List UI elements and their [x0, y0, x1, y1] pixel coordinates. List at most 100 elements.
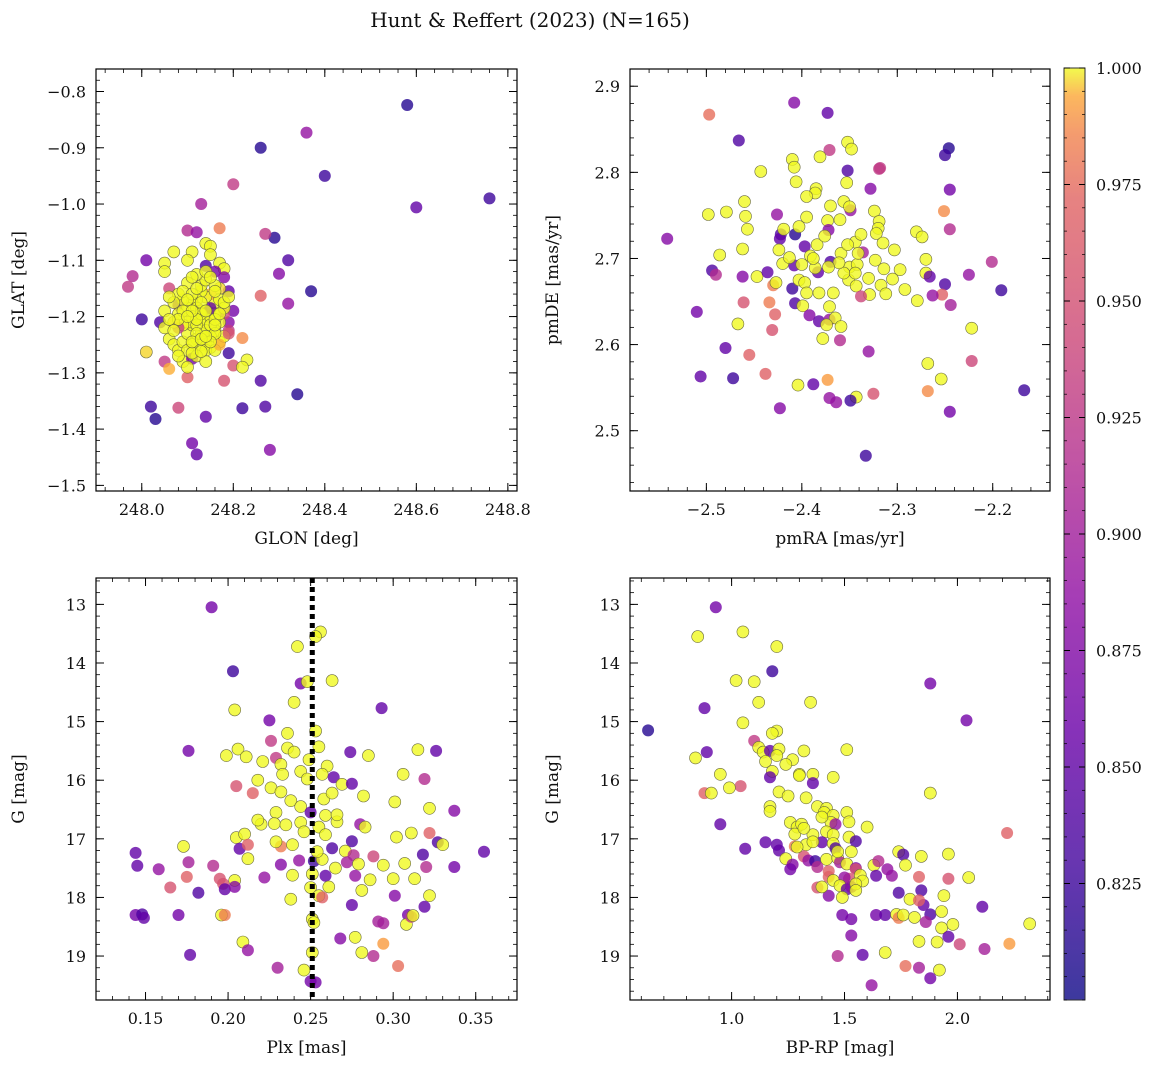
data-point: [388, 889, 401, 902]
data-point: [960, 714, 973, 727]
figure-title: Hunt & Reffert (2023) (N=165): [370, 8, 690, 32]
data-point: [937, 889, 951, 903]
data-point: [254, 141, 267, 154]
y-tick-label: 17: [600, 830, 620, 849]
data-point: [788, 827, 802, 841]
data-point: [199, 410, 212, 423]
data-point: [709, 268, 722, 281]
data-point: [1023, 917, 1036, 931]
data-point: [743, 348, 756, 361]
data-point: [698, 702, 711, 715]
data-point: [754, 165, 768, 178]
colorbar-tick-label: 1.000: [1096, 59, 1142, 78]
data-point: [213, 307, 226, 321]
data-point: [915, 230, 929, 244]
data-point: [230, 780, 243, 793]
scatter-series: [122, 99, 496, 461]
scatter-series: [129, 601, 490, 989]
axes-frame: [629, 68, 1051, 492]
data-point: [319, 828, 332, 842]
colorbar-tick-label: 0.950: [1096, 292, 1142, 311]
data-point: [731, 317, 745, 331]
data-point: [793, 769, 806, 782]
data-point: [182, 856, 195, 869]
data-point: [815, 810, 829, 824]
data-point: [284, 892, 298, 906]
data-point: [352, 857, 365, 871]
data-point: [885, 869, 898, 882]
data-point: [800, 210, 813, 224]
data-point: [316, 891, 329, 904]
data-point: [126, 270, 139, 283]
data-point: [933, 963, 946, 977]
data-point: [345, 777, 358, 790]
data-point: [181, 310, 194, 323]
y-tick-label: 19: [66, 947, 86, 966]
data-point: [862, 345, 875, 358]
data-point: [355, 946, 369, 959]
data-point: [238, 827, 251, 841]
data-point: [282, 297, 295, 310]
data-point: [845, 929, 858, 942]
data-point: [843, 200, 856, 214]
x-tick-label: −2.2: [973, 500, 1012, 519]
data-point: [396, 767, 410, 781]
y-tick-label: 15: [66, 713, 86, 732]
data-point: [704, 786, 718, 800]
data-point: [268, 231, 281, 244]
data-point: [759, 755, 772, 768]
data-point: [771, 208, 783, 221]
data-point: [841, 164, 854, 177]
data-point: [259, 400, 272, 413]
data-point: [291, 388, 304, 401]
data-point: [833, 213, 847, 226]
data-point: [192, 886, 205, 899]
data-point: [218, 909, 231, 921]
data-point: [122, 280, 134, 293]
panel-bprp-g: 1.0 1.5 2.0 13 14 15 16 17 18 19 BP-RP [mag] G [mag…: [543, 577, 1051, 1058]
data-point: [423, 827, 436, 839]
data-point: [777, 222, 791, 236]
data-point: [791, 378, 805, 392]
y-tick-label: 17: [66, 830, 86, 849]
x-tick-label: 0.15: [128, 1009, 164, 1028]
data-point: [358, 820, 372, 834]
data-point: [868, 253, 882, 267]
data-point: [739, 842, 752, 855]
data-point: [269, 835, 283, 849]
data-point: [149, 413, 162, 425]
data-point: [826, 286, 840, 300]
data-point: [204, 270, 217, 284]
data-point: [363, 873, 377, 887]
data-point: [137, 911, 150, 924]
data-point: [162, 313, 176, 326]
data-point: [943, 183, 956, 196]
data-point: [251, 813, 265, 827]
data-point: [897, 848, 910, 861]
data-point: [829, 818, 842, 831]
data-point: [886, 272, 899, 286]
y-tick-label: 19: [600, 947, 620, 966]
data-point: [259, 227, 272, 240]
data-point: [943, 405, 956, 418]
data-point: [736, 242, 749, 256]
data-point: [752, 695, 766, 709]
data-point: [271, 961, 284, 974]
data-point: [207, 859, 220, 872]
data-point: [691, 630, 705, 643]
data-point: [834, 334, 846, 347]
data-point: [182, 744, 195, 757]
data-point: [305, 285, 318, 298]
data-point: [737, 296, 750, 309]
data-point: [848, 266, 862, 280]
data-point: [386, 872, 400, 886]
data-point: [729, 674, 743, 687]
data-point: [759, 836, 772, 849]
data-point: [946, 918, 960, 931]
data-point: [1003, 937, 1016, 950]
y-tick-label: 15: [600, 713, 620, 732]
data-point: [318, 169, 331, 182]
data-point: [319, 869, 332, 882]
data-point: [854, 228, 868, 241]
data-point: [924, 677, 937, 690]
